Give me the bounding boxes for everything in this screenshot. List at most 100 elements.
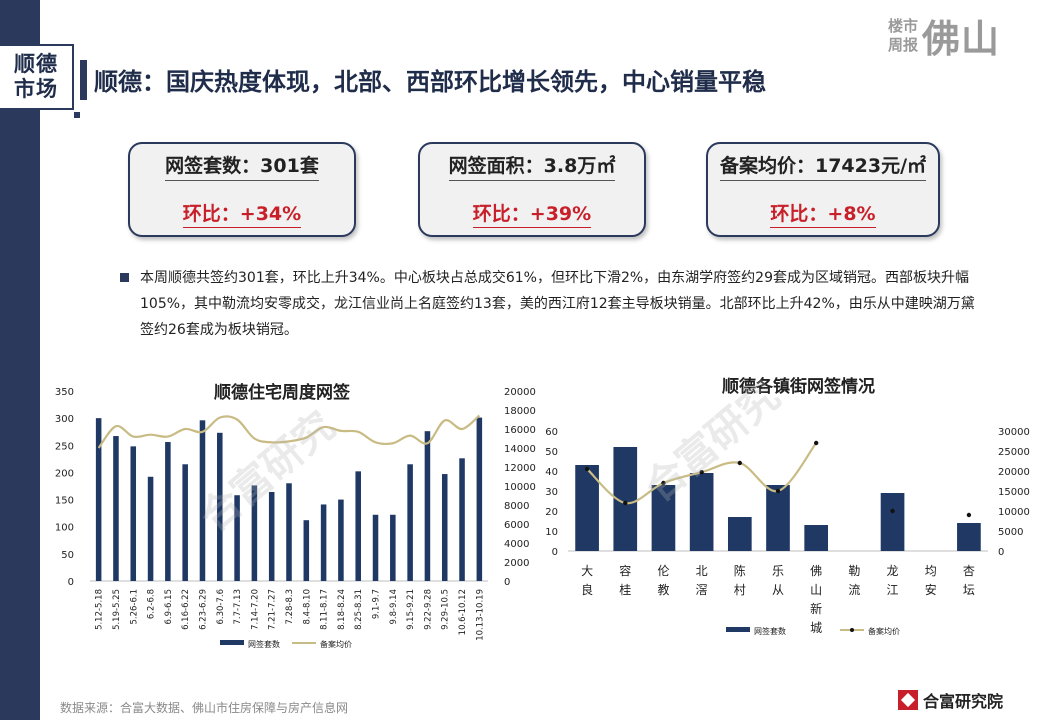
x-tick-label: 5.12-5.18 — [95, 589, 105, 630]
kpi-card-units: 网签套数：301套 环比：+34% — [128, 142, 356, 237]
x-tick-label: 10.13-10.19 — [475, 589, 485, 641]
y-right-tick-label: 20000 — [504, 387, 536, 398]
town-signing-chart: 0 10 20 30 40 50 60 0 5000 10000 15000 20000 25000 30… — [545, 427, 1030, 636]
bar-陈村 — [727, 517, 752, 551]
bar-9.15-9.21 — [407, 464, 413, 581]
y-left-tick-label: 60 — [545, 427, 558, 438]
y-right-tick-label: 0 — [504, 577, 510, 588]
point-杏坛 — [966, 512, 972, 518]
x-tick-label: 9.15-9.21 — [406, 589, 416, 630]
x-tick-label: 10.6-10.12 — [458, 589, 468, 635]
bar-8.25-8.31 — [355, 471, 361, 581]
y-left-tick-label: 0 — [552, 547, 558, 558]
line-备案均价 — [97, 414, 481, 449]
y-right-tick-label: 16000 — [504, 425, 536, 436]
x-tick-label: 龙江 — [887, 564, 899, 597]
y-right-tick-label: 6000 — [504, 520, 529, 531]
legend-bar-swatch — [726, 627, 750, 632]
x-tick-label: 佛山新城 — [810, 564, 822, 635]
x-tick-label: 8.18-8.24 — [337, 589, 347, 630]
bar-8.18-8.24 — [338, 499, 344, 581]
y-right-tick-label: 8000 — [504, 501, 529, 512]
y-right-tick-label: 10000 — [998, 507, 1030, 518]
x-tick-label: 9.1-9.7 — [372, 589, 382, 619]
bar-伦教 — [651, 485, 676, 551]
bar-9.1-9.7 — [372, 514, 379, 581]
x-tick-label: 均安 — [925, 564, 937, 597]
brand-small: 楼市 周报 — [888, 17, 918, 55]
market-label-line1: 顺德 — [14, 52, 58, 76]
kpi-label: 备案均价：17423元/㎡ — [719, 151, 927, 181]
data-source: 数据来源：合富大数据、佛山市住房保障与房产信息网 — [60, 701, 349, 715]
point-乐从 — [775, 488, 781, 494]
kpi-label: 网签套数：301套 — [165, 151, 319, 181]
point-容桂 — [623, 500, 628, 506]
y-right-tick-label: 4000 — [504, 539, 529, 550]
point-佛山新城 — [813, 440, 819, 446]
y-left-tick-label: 30 — [545, 487, 558, 498]
x-tick-label: 9.8-9.14 — [389, 589, 399, 625]
y-left-tick-label: 300 — [55, 414, 74, 425]
kpi-card-area: 网签面积：3.8万㎡ 环比：+39% — [418, 142, 646, 237]
footer-logo: 合富研究院 — [898, 688, 1003, 712]
y-left-tick-label: 40 — [545, 467, 558, 478]
bar-7.21-7.27 — [268, 491, 275, 581]
y-left-tick-label: 150 — [55, 496, 74, 507]
x-tick-label: 杏坛 — [963, 564, 975, 597]
bar-乐从 — [766, 485, 790, 551]
bar-杏坛 — [957, 523, 981, 551]
bar-6.9-6.15 — [165, 442, 171, 581]
bar-7.7-7.13 — [234, 495, 240, 581]
x-tick-label: 7.28-8.3 — [285, 589, 295, 625]
y-right-tick-label: 14000 — [504, 444, 536, 455]
bar-6.16-6.22 — [182, 464, 188, 581]
x-tick-label: 7.14-7.20 — [250, 589, 260, 630]
y-right-tick-label: 5000 — [998, 527, 1023, 538]
bar-5.12-5.18 — [95, 418, 102, 581]
x-tick-label: 7.21-7.27 — [268, 589, 278, 630]
y-right-tick-label: 2000 — [504, 558, 529, 569]
chart2-title: 顺德各镇街网签情况 — [722, 377, 875, 397]
x-tick-label: 勒流 — [848, 564, 860, 597]
y-right-tick-label: 0 — [998, 547, 1004, 558]
x-tick-label: 6.30-7.6 — [216, 589, 226, 625]
x-tick-label: 6.16-6.22 — [181, 589, 191, 630]
point-大良 — [584, 466, 590, 472]
x-tick-label: 6.2-6.8 — [147, 589, 157, 619]
bar-9.29-10.5 — [441, 474, 448, 581]
point-北滘 — [699, 470, 704, 475]
y-left-tick-label: 20 — [545, 507, 558, 518]
x-tick-label: 陈村 — [734, 563, 746, 597]
y-right-tick-label: 15000 — [998, 487, 1030, 498]
legend-line-marker — [850, 628, 854, 632]
legend-bar-label: 网签套数 — [754, 626, 786, 636]
bar-容桂 — [613, 447, 638, 551]
bar-5.19-5.25 — [113, 436, 119, 581]
brand-small-line2: 周报 — [888, 35, 919, 54]
weekly-signing-chart: 0 50 100 150 200 250 300 350 0 2000 4000 6000 8000 10… — [55, 387, 536, 649]
x-tick-label: 容桂 — [619, 563, 631, 597]
y-left-tick-label: 50 — [61, 550, 74, 561]
bar-9.22-9.28 — [424, 431, 431, 581]
bar-6.23-6.29 — [199, 420, 206, 581]
bar-5.26-6.1 — [130, 446, 137, 581]
point-龙江 — [890, 508, 895, 514]
bar-7.28-8.3 — [286, 483, 292, 581]
chart1-title: 顺德住宅周度网签 — [214, 383, 350, 403]
bar-10.6-10.12 — [459, 458, 465, 581]
bar-6.30-7.6 — [217, 432, 223, 581]
bar-龙江 — [880, 493, 905, 551]
decor-square — [74, 112, 80, 118]
bar-北滘 — [689, 473, 714, 551]
logo-text: 合富研究院 — [923, 692, 1004, 711]
x-tick-label: 北滘 — [696, 564, 708, 597]
sidebar-stripe — [0, 0, 40, 720]
market-label: 顺德 市场 — [0, 44, 74, 110]
y-right-tick-label: 10000 — [504, 482, 536, 493]
y-right-tick-label: 18000 — [504, 406, 536, 417]
bar-6.2-6.8 — [147, 476, 154, 581]
bullet-square — [120, 273, 129, 282]
point-伦教 — [661, 480, 666, 486]
x-tick-label: 9.29-10.5 — [441, 589, 451, 630]
legend-line-label: 备案均价 — [320, 639, 352, 649]
